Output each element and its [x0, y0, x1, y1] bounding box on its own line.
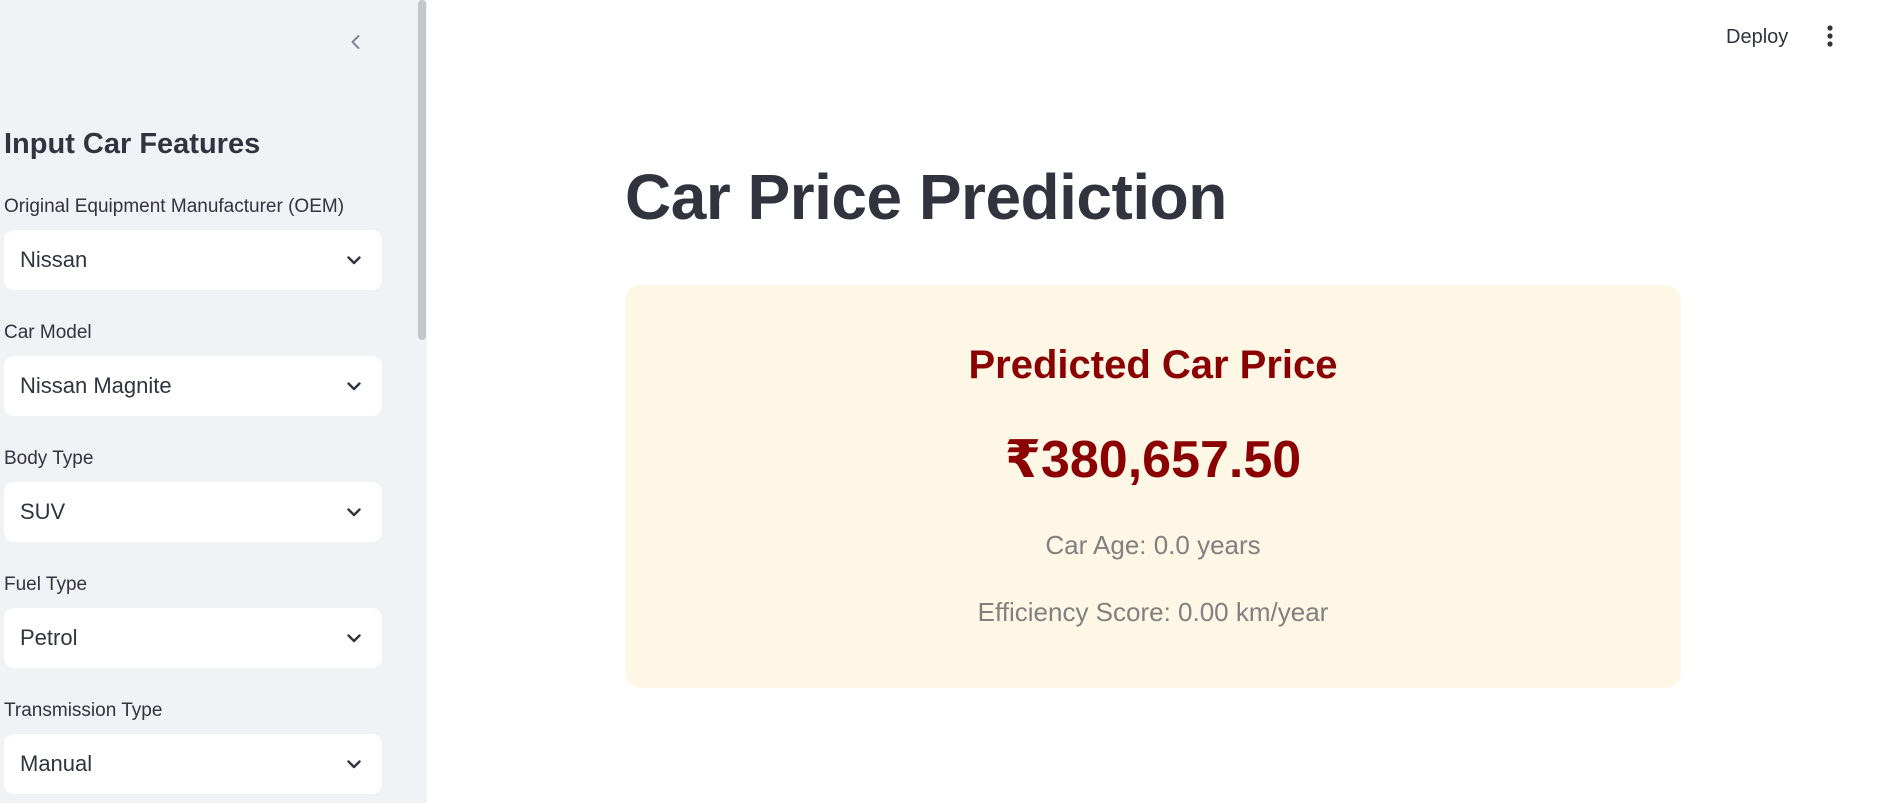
select-value: Manual	[20, 751, 93, 776]
chevron-down-icon	[344, 376, 364, 396]
efficiency-score-text: Efficiency Score: 0.00 km/year	[977, 597, 1329, 627]
sidebar-title: Input Car Features	[4, 128, 261, 160]
select-value: Petrol	[20, 625, 78, 650]
field-label: Fuel Type	[4, 574, 88, 595]
collapse-sidebar-button[interactable]	[340, 28, 372, 60]
chevron-down-icon	[344, 754, 364, 774]
sidebar: Input Car Features Original Equipment Ma…	[0, 0, 427, 803]
select-value: Nissan	[20, 247, 88, 272]
field-label: Body Type	[4, 448, 94, 469]
transmission-type-select[interactable]: Manual	[4, 734, 382, 794]
chevron-down-icon	[344, 502, 364, 522]
main-menu-button[interactable]	[1818, 22, 1842, 54]
fuel-type-field: Fuel Type Petrol	[4, 572, 382, 668]
predicted-price: ₹380,657.50	[1004, 431, 1302, 489]
field-label: Car Model	[4, 322, 92, 343]
body-type-field: Body Type SUV	[4, 446, 382, 542]
field-label: Transmission Type	[4, 700, 163, 721]
chevron-left-icon	[347, 33, 365, 56]
oem-select[interactable]: Nissan	[4, 230, 382, 290]
body-type-select[interactable]: SUV	[4, 482, 382, 542]
field-label: Original Equipment Manufacturer (OEM)	[4, 196, 345, 217]
select-value: SUV	[20, 499, 66, 524]
car-age-text: Car Age: 0.0 years	[1045, 530, 1261, 560]
sidebar-scrollbar-thumb[interactable]	[418, 0, 426, 340]
result-heading: Predicted Car Price	[968, 343, 1338, 387]
chevron-down-icon	[344, 250, 364, 270]
oem-field: Original Equipment Manufacturer (OEM) Ni…	[4, 194, 382, 290]
chevron-down-icon	[344, 628, 364, 648]
transmission-type-field: Transmission Type Manual	[4, 698, 382, 794]
fuel-type-select[interactable]: Petrol	[4, 608, 382, 668]
select-value: Nissan Magnite	[20, 373, 172, 398]
car-model-field: Car Model Nissan Magnite	[4, 320, 382, 416]
page-title: Car Price Prediction	[625, 161, 1227, 233]
deploy-button[interactable]: Deploy	[1726, 26, 1789, 48]
prediction-result-card: Predicted Car Price ₹380,657.50 Car Age:…	[625, 285, 1681, 688]
more-vertical-icon	[1826, 24, 1834, 53]
car-model-select[interactable]: Nissan Magnite	[4, 356, 382, 416]
